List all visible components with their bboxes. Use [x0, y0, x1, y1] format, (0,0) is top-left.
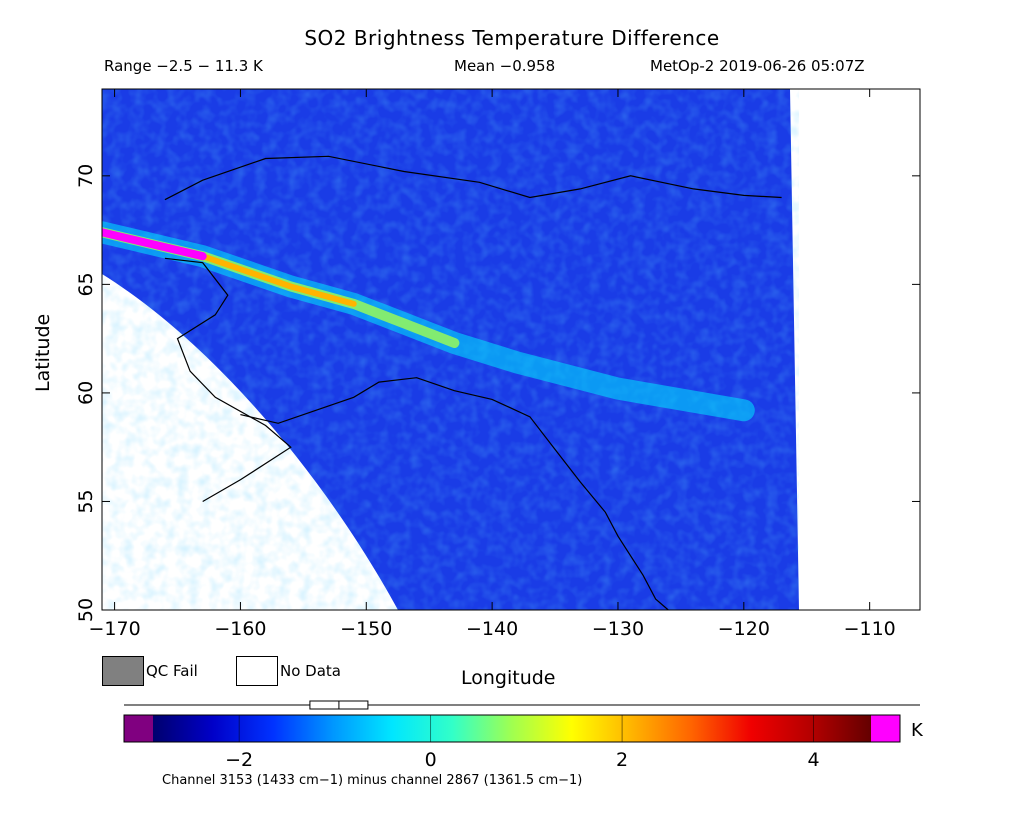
y-tick-label: 55: [75, 489, 97, 513]
colorbar-ticks: −2 0 2 4: [225, 715, 820, 771]
plot-frame: [101, 88, 921, 611]
x-axis: −170 −160 −150 −140 −130 −120 −110: [88, 89, 896, 640]
map-layer: [102, 89, 799, 610]
colorbar-high-swatch: [871, 715, 900, 742]
no-data-label: No Data: [280, 662, 341, 680]
x-tick-label: −110: [844, 618, 896, 640]
x-tick-label: −160: [214, 618, 266, 640]
coastlines: [164, 155, 782, 610]
colorbar-tick-label: 0: [425, 749, 437, 771]
chart-title: SO2 Brightness Temperature Difference: [304, 26, 720, 50]
qc-fail-label: QC Fail: [146, 662, 198, 680]
plume-peak: [102, 228, 207, 261]
colorbar-tick-label: 2: [616, 749, 628, 771]
x-tick-label: −150: [340, 618, 392, 640]
x-tick-label: −130: [592, 618, 644, 640]
channel-footnote: Channel 3153 (1433 cm−1) minus channel 2…: [162, 773, 583, 788]
so2-plume: [102, 221, 755, 422]
colorbar-gradient: [153, 715, 871, 742]
x-tick-label: −140: [466, 618, 518, 640]
range-readout: Range −2.5 − 11.3 K: [104, 57, 263, 75]
colorbar-unit: K: [911, 720, 923, 741]
colorbar-frame: [123, 714, 901, 743]
y-tick-label: 60: [75, 381, 97, 405]
y-tick-label: 70: [75, 164, 97, 188]
qc-fail-swatch: [102, 656, 144, 686]
y-tick-label: 50: [75, 598, 97, 622]
y-axis: 50 55 60 65 70: [75, 164, 920, 622]
x-axis-label: Longitude: [461, 667, 556, 689]
coast-alaska-line: [164, 155, 782, 201]
colorbar-tick-label: 4: [808, 749, 820, 771]
mean-readout: Mean −0.958: [454, 57, 556, 75]
colorbar-tick-label: −2: [225, 749, 253, 771]
y-axis-label: Latitude: [32, 313, 54, 392]
colorbar-low-swatch: [124, 715, 153, 742]
y-tick-label: 65: [75, 272, 97, 296]
no-data-swatch: [236, 656, 278, 686]
x-tick-label: −170: [88, 618, 140, 640]
coast-gulf-line: [240, 377, 669, 610]
x-tick-label: −120: [718, 618, 770, 640]
satellite-time-readout: MetOp-2 2019-06-26 05:07Z: [650, 57, 865, 75]
coast-west-line: [164, 257, 292, 503]
